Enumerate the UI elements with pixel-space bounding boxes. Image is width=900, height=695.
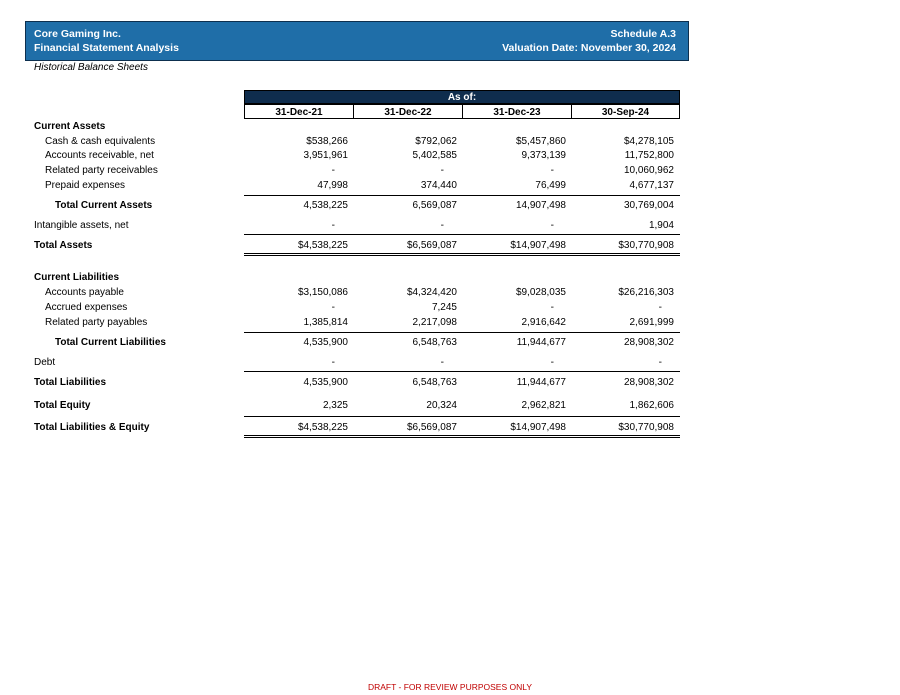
schedule-number: Schedule A.3 [610,28,676,40]
table-cell: 1,862,606 [629,400,675,411]
table-cell: - [658,357,662,368]
table-cell: 6,569,087 [412,200,458,211]
table-cell: $3,150,086 [297,287,348,298]
subtotal-rule [244,234,680,235]
table-cell: - [658,302,662,313]
row-label: Debt [34,357,56,368]
table-cell: - [331,302,335,313]
row-label: Accounts payable [45,287,124,298]
table-cell: 47,998 [317,180,348,191]
table-cell: - [550,357,554,368]
table-cell: 2,962,821 [521,400,567,411]
as-of-header: As of: [244,90,680,104]
table-cell: 11,944,677 [516,337,566,348]
table-cell: $538,266 [306,136,348,147]
draft-footer: DRAFT - FOR REVIEW PURPOSES ONLY [367,682,533,692]
subtotal-rule [244,195,680,196]
table-cell: 30,769,004 [623,200,674,211]
table-cell: $4,538,225 [297,422,348,433]
table-cell: 28,908,302 [623,337,674,348]
company-name: Core Gaming Inc. [34,28,121,40]
table-cell: 11,944,677 [516,377,566,388]
table-cell: 20,324 [426,400,457,411]
row-label-total-assets: Total Assets [34,240,93,251]
table-cell: $4,538,225 [297,240,348,251]
row-label: Related party receivables [45,165,158,176]
table-cell: 2,325 [322,400,348,411]
table-cell: - [331,165,335,176]
table-cell: $4,278,105 [623,136,674,147]
table-cell: 28,908,302 [623,377,674,388]
table-cell: - [550,165,554,176]
row-label-total-current-liabilities: Total Current Liabilities [55,337,166,348]
column-header: 30-Sep-24 [571,104,680,119]
row-label: Related party payables [45,317,148,328]
table-cell: $30,770,908 [618,240,674,251]
table-cell: - [331,220,335,231]
table-cell: $6,569,087 [406,422,457,433]
table-cell: $9,028,035 [515,287,566,298]
table-cell: - [440,165,444,176]
row-label-total-equity: Total Equity [34,400,91,411]
row-label: Prepaid expenses [45,180,126,191]
section-label-current-assets: Current Assets [34,121,106,132]
total-double-rule [244,435,680,438]
row-label-total-current-assets: Total Current Assets [55,200,153,211]
table-cell: - [331,357,335,368]
table-cell: $792,062 [415,136,457,147]
table-cell: $4,324,420 [406,287,457,298]
row-label-total-liabilities: Total Liabilities [34,377,107,388]
valuation-date: Valuation Date: November 30, 2024 [502,42,676,54]
table-cell: 4,677,137 [629,180,675,191]
table-cell: $6,569,087 [406,240,457,251]
table-cell: - [550,220,554,231]
table-cell: 4,535,900 [303,377,349,388]
column-header: 31-Dec-23 [462,104,572,119]
table-cell: 11,752,800 [624,150,674,161]
table-cell: 6,548,763 [412,377,458,388]
table-cell: 1,904 [648,220,674,231]
subtotal-rule [244,371,680,372]
table-cell: 374,440 [420,180,457,191]
table-cell: 4,535,900 [303,337,349,348]
table-cell: 3,951,961 [303,150,349,161]
table-cell: 1,385,814 [303,317,349,328]
table-cell: $14,907,498 [510,240,566,251]
row-label-total-liabilities-equity: Total Liabilities & Equity [34,422,150,433]
section-label-current-liabilities: Current Liabilities [34,272,120,283]
table-cell: $14,907,498 [510,422,566,433]
report-name: Financial Statement Analysis [34,42,179,54]
total-double-rule [244,253,680,256]
table-subtitle: Historical Balance Sheets [34,62,148,73]
table-cell: - [550,302,554,313]
report-header: Core Gaming Inc. Financial Statement Ana… [25,21,689,61]
row-label: Accounts receivable, net [45,150,154,161]
table-cell: 7,245 [431,302,457,313]
column-header: 31-Dec-22 [353,104,463,119]
row-label: Accrued expenses [45,302,128,313]
table-cell: $5,457,860 [515,136,566,147]
table-cell: 76,499 [535,180,566,191]
table-cell: 10,060,962 [623,165,674,176]
table-cell: 5,402,585 [412,150,458,161]
table-cell: $30,770,908 [618,422,674,433]
table-cell: - [440,357,444,368]
table-cell: 2,217,098 [412,317,458,328]
table-cell: 2,916,642 [521,317,567,328]
table-cell: 2,691,999 [629,317,675,328]
table-cell: 14,907,498 [515,200,566,211]
table-cell: 4,538,225 [303,200,349,211]
row-label: Cash & cash equivalents [45,136,156,147]
subtotal-rule [244,332,680,333]
subtotal-rule [244,416,680,417]
table-cell: 9,373,139 [521,150,567,161]
column-header: 31-Dec-21 [244,104,354,119]
table-cell: $26,216,303 [618,287,674,298]
row-label: Intangible assets, net [34,220,129,231]
table-cell: 6,548,763 [412,337,458,348]
table-cell: - [440,220,444,231]
